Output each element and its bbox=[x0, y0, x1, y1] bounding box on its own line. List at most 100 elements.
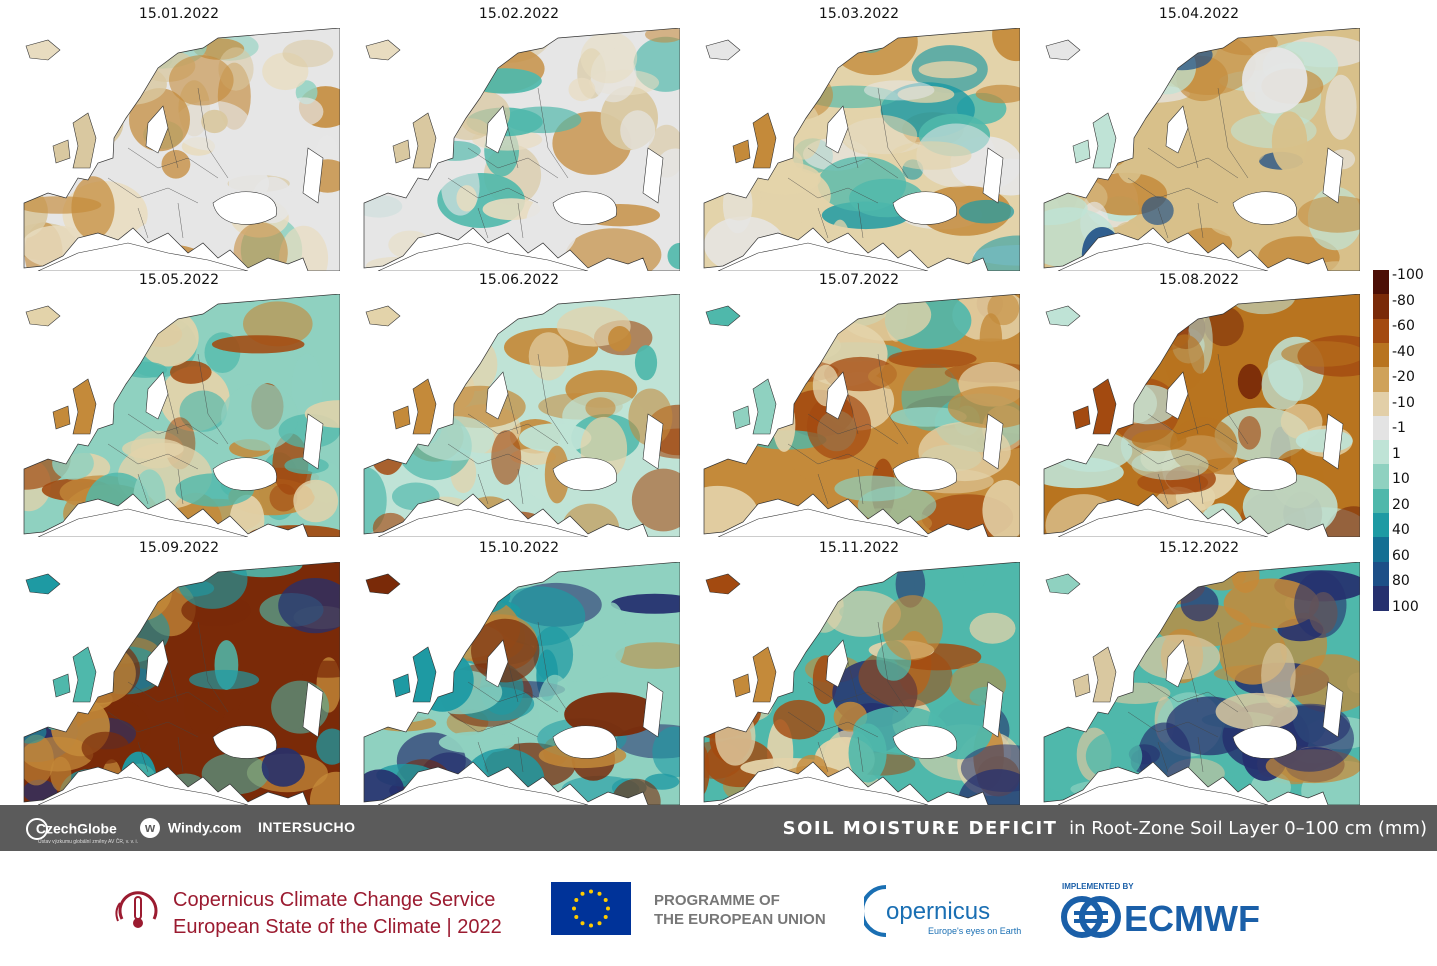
island bbox=[72, 646, 97, 703]
moisture-patch bbox=[580, 31, 638, 84]
moisture-patch bbox=[704, 91, 752, 116]
island bbox=[52, 405, 71, 430]
island bbox=[72, 378, 97, 435]
sea bbox=[485, 639, 509, 688]
moisture-patch bbox=[772, 397, 796, 452]
moisture-patch bbox=[645, 28, 680, 43]
c3s-line1: Copernicus Climate Change Service bbox=[173, 889, 496, 911]
moisture-patch bbox=[364, 421, 416, 454]
moisture-patch bbox=[969, 612, 1016, 644]
legend-label: 40 bbox=[1392, 522, 1410, 538]
moisture-patch bbox=[598, 602, 626, 669]
map-panel: 15.06.2022 bbox=[358, 272, 680, 537]
moisture-patch bbox=[99, 294, 139, 331]
copernicus-tagline: Europe's eyes on Earth bbox=[928, 926, 1021, 936]
moisture-patch bbox=[364, 353, 409, 397]
moisture-patch bbox=[170, 360, 212, 384]
moisture-patch bbox=[1165, 334, 1205, 390]
moisture-patch bbox=[295, 660, 340, 678]
map-date-label: 15.09.2022 bbox=[138, 540, 220, 556]
eu-star-icon bbox=[572, 906, 576, 911]
sea bbox=[145, 371, 169, 420]
moisture-patch bbox=[309, 771, 340, 805]
moisture-patch bbox=[1215, 692, 1298, 731]
eu-star-icon bbox=[603, 915, 608, 919]
sea bbox=[485, 371, 509, 420]
c3s-line2: European State of the Climate | 2022 bbox=[173, 916, 502, 938]
moisture-patch bbox=[704, 406, 729, 452]
moisture-patch bbox=[704, 101, 752, 132]
moisture-patch bbox=[739, 28, 761, 63]
moisture-patch bbox=[568, 77, 596, 102]
coastline bbox=[23, 294, 340, 537]
island bbox=[752, 378, 777, 435]
island bbox=[752, 112, 777, 169]
moisture-patch bbox=[1297, 195, 1360, 233]
eu-star-icon bbox=[603, 898, 608, 902]
island bbox=[1092, 378, 1117, 435]
moisture-patch bbox=[1044, 607, 1064, 653]
ecmwf-name: ECMWF bbox=[1124, 898, 1260, 939]
sea bbox=[642, 681, 664, 738]
moisture-patch bbox=[610, 593, 680, 614]
moisture-patch bbox=[864, 80, 935, 101]
moisture-patch bbox=[405, 585, 435, 603]
moisture-patch bbox=[76, 567, 103, 618]
moisture-patch bbox=[704, 57, 724, 90]
eu-line1: PROGRAMME OF bbox=[654, 892, 780, 909]
island bbox=[1045, 573, 1081, 595]
sea bbox=[1165, 639, 1189, 688]
sea bbox=[1057, 776, 1269, 805]
eu-star-icon bbox=[606, 906, 610, 911]
czechglobe-circle-icon bbox=[26, 818, 48, 840]
moisture-patch bbox=[785, 102, 822, 160]
moisture-patch bbox=[655, 148, 680, 191]
island bbox=[72, 112, 97, 169]
moisture-patch bbox=[1115, 46, 1166, 82]
moisture-patch bbox=[727, 28, 823, 54]
country-borders bbox=[787, 87, 909, 239]
soil-moisture-map bbox=[1038, 28, 1360, 271]
island bbox=[412, 112, 437, 169]
moisture-patch bbox=[975, 84, 1020, 104]
map-date-label: 15.06.2022 bbox=[478, 272, 560, 288]
map-grid: 15.01.2022 15.02.2022 15.03.2022 15.04.2022… bbox=[18, 6, 1360, 805]
moisture-patch bbox=[364, 330, 393, 382]
moisture-patch bbox=[615, 642, 680, 669]
moisture-patch bbox=[161, 150, 191, 179]
moisture-patch bbox=[84, 101, 130, 126]
country-borders bbox=[1127, 353, 1249, 505]
moisture-patch bbox=[169, 55, 234, 106]
moisture-patch bbox=[24, 196, 102, 214]
island bbox=[1092, 112, 1117, 169]
moisture-patch bbox=[1281, 341, 1360, 367]
legend-swatch bbox=[1373, 367, 1389, 392]
moisture-patch bbox=[221, 383, 299, 451]
moisture-patch bbox=[806, 393, 872, 460]
moisture-patch bbox=[30, 52, 61, 106]
moisture-patch bbox=[992, 28, 1020, 62]
sea bbox=[145, 105, 169, 154]
island bbox=[1072, 139, 1091, 164]
legend-swatch bbox=[1373, 318, 1389, 344]
moisture-patch bbox=[987, 294, 1020, 326]
coastline bbox=[363, 294, 680, 537]
island bbox=[25, 39, 61, 61]
figure-title: SOIL MOISTURE DEFICIT in Root-Zone Soil … bbox=[783, 818, 1427, 839]
sea bbox=[37, 242, 249, 271]
moisture-patch bbox=[1261, 642, 1296, 708]
moisture-patch bbox=[395, 29, 420, 78]
moisture-patch bbox=[105, 562, 173, 622]
sea bbox=[552, 191, 617, 225]
eu-text: PROGRAMME OF THE EUROPEAN UNION bbox=[654, 891, 826, 929]
moisture-patch bbox=[1242, 47, 1308, 114]
moisture-patch bbox=[105, 294, 149, 308]
sea bbox=[1322, 413, 1344, 470]
island bbox=[732, 139, 751, 164]
moisture-patch bbox=[447, 118, 490, 141]
soil-moisture-map bbox=[18, 294, 340, 537]
moisture-patch bbox=[918, 61, 978, 79]
windy-logo: w Windy.com bbox=[140, 818, 241, 839]
moisture-patch bbox=[765, 310, 815, 340]
legend-swatch bbox=[1373, 294, 1389, 320]
